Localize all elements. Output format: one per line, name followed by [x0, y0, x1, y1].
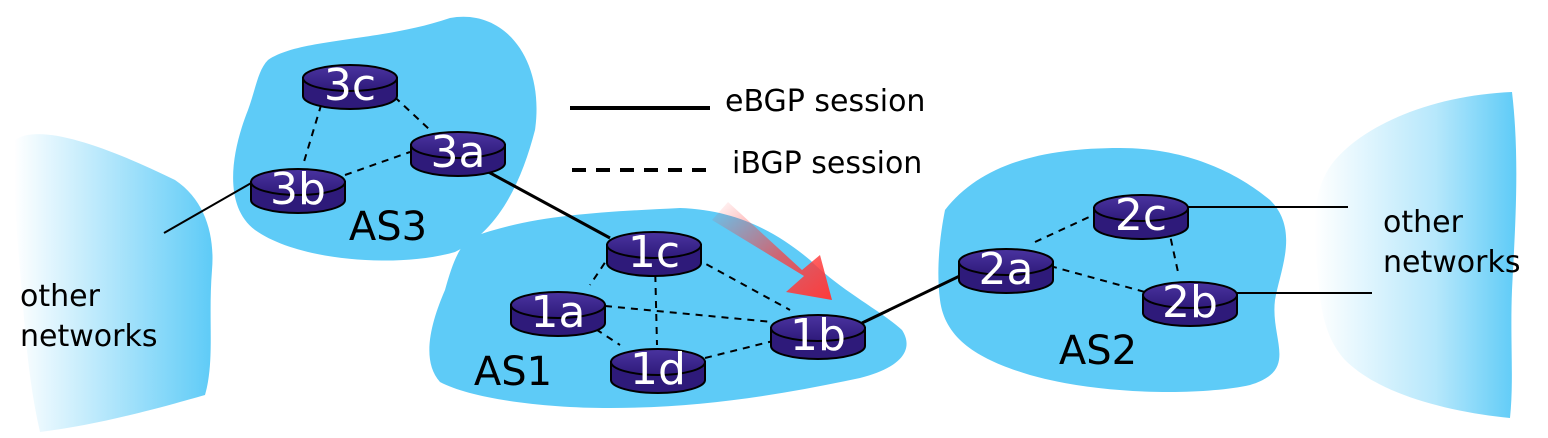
- router-label: 3c: [324, 60, 376, 111]
- other-networks-left-line1: other: [20, 279, 101, 314]
- as1-label: AS1: [474, 349, 552, 395]
- router-top: [1093, 194, 1189, 222]
- router-3c: 3c: [302, 60, 398, 111]
- other-networks-right-line2: networks: [1383, 245, 1520, 280]
- ebgp-session-3a-1c: [469, 160, 611, 240]
- other-networks-left-line2: networks: [20, 319, 157, 354]
- as3-label: AS3: [349, 204, 427, 250]
- router-2a: 2a: [958, 244, 1054, 295]
- other-networks-right-label: other networks: [1383, 205, 1520, 280]
- router-1d: 1d: [610, 344, 706, 395]
- router-top: [410, 131, 506, 159]
- router-label: 1b: [790, 310, 846, 361]
- router-1c: 1c: [606, 227, 702, 278]
- router-label: 1a: [531, 287, 586, 338]
- router-3b: 3b: [250, 164, 346, 215]
- ebgp-session-1b-2a: [861, 270, 969, 325]
- router-1b: 1b: [770, 310, 866, 361]
- as2-cloud: [938, 148, 1287, 392]
- ibgp-session-2c-2b: [1167, 225, 1179, 273]
- as2-label: AS2: [1059, 328, 1137, 374]
- other-networks-right-cloud: [1314, 92, 1517, 418]
- router-label: 2a: [979, 244, 1034, 295]
- router-top: [250, 168, 346, 196]
- router-label: 2c: [1115, 190, 1167, 241]
- legend-ibgp-label: iBGP session: [732, 146, 922, 181]
- other-networks-left-cloud: [13, 134, 213, 432]
- legend-ebgp-label: eBGP session: [725, 84, 925, 119]
- routers: 3c 3a 3b 1c 1a 1d 1b 2c 2a 2b: [250, 60, 1238, 395]
- other-networks-left-label: other networks: [20, 279, 157, 354]
- router-top: [958, 248, 1054, 276]
- ibgp-session-3c-3a: [384, 87, 431, 131]
- router-3a: 3a: [410, 127, 506, 178]
- ibgp-session-3b-3a: [344, 151, 411, 176]
- legend: eBGP session iBGP session: [570, 84, 925, 181]
- ibgp-session-2a-2b: [1049, 265, 1146, 293]
- router-1a: 1a: [510, 287, 606, 338]
- router-2b: 2b: [1142, 277, 1238, 328]
- router-label: 3b: [270, 164, 326, 215]
- router-label: 1c: [628, 227, 680, 278]
- router-top: [606, 231, 702, 259]
- router-2c: 2c: [1093, 190, 1189, 241]
- router-label: 3a: [431, 127, 486, 178]
- router-top: [770, 314, 866, 342]
- router-top: [510, 291, 606, 319]
- router-label: 1d: [630, 344, 686, 395]
- ibgp-session-1c-1b: [694, 257, 791, 311]
- router-label: 2b: [1162, 277, 1218, 328]
- other-networks-right-line1: other: [1383, 205, 1464, 240]
- router-top: [1142, 281, 1238, 309]
- router-top: [610, 348, 706, 376]
- link-3b-left-networks: [163, 181, 254, 234]
- ibgp-session-1a-1b: [604, 305, 773, 323]
- highlight-arrow: [712, 202, 832, 300]
- router-top: [302, 64, 398, 92]
